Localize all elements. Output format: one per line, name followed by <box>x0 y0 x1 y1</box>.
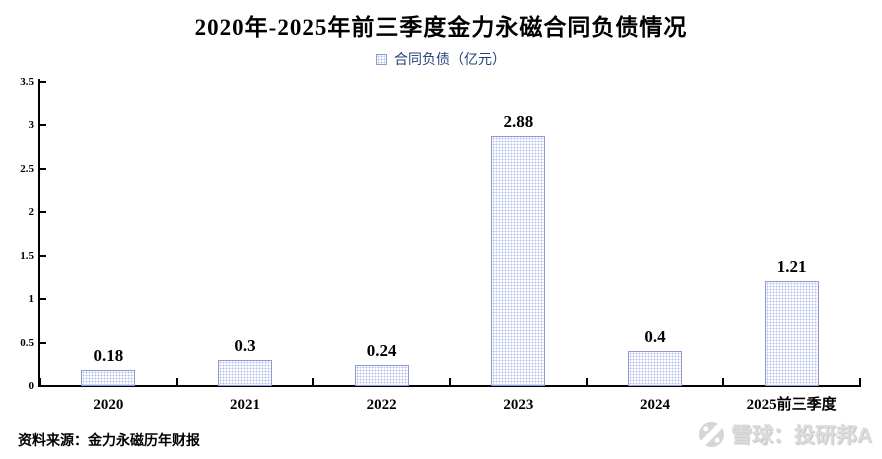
x-tick <box>859 378 861 385</box>
x-tick <box>585 378 588 385</box>
x-category-label: 2025前三季度 <box>746 397 837 413</box>
y-tick-label: 1.5 <box>20 249 34 262</box>
x-tick <box>722 378 725 385</box>
x-tick <box>312 378 315 385</box>
y-tick <box>40 385 46 387</box>
bar <box>218 359 272 386</box>
y-tick <box>40 124 46 127</box>
legend-marker-icon <box>376 53 387 65</box>
bar <box>764 280 819 386</box>
x-category-label: 2022 <box>366 397 397 413</box>
source-note: 资料来源：金力永磁历年财报 <box>18 434 200 449</box>
y-tick <box>40 81 46 83</box>
legend-label: 合同负债（亿元） <box>394 53 506 68</box>
y-tick-label: 3 <box>28 119 35 132</box>
bar <box>491 135 546 386</box>
bar <box>354 365 409 386</box>
y-tick-label: 2 <box>28 206 35 219</box>
bar-value-label: 0.18 <box>93 346 124 366</box>
y-axis <box>38 79 40 387</box>
x-category-label: 2024 <box>639 397 670 413</box>
bar <box>628 351 682 386</box>
chart-title: 2020年-2025年前三季度金力永磁合同负债情况 <box>194 15 688 40</box>
y-tick-label: 1 <box>28 293 35 306</box>
legend: 合同负债（亿元） <box>0 49 882 69</box>
x-tick <box>39 378 41 385</box>
watermark-text: 雪球：投研邦A <box>730 424 872 447</box>
y-tick <box>40 298 46 301</box>
y-tick <box>40 211 46 214</box>
bar-value-label: 1.21 <box>776 256 807 276</box>
watermark: 雪球：投研邦A <box>696 419 872 449</box>
x-category-label: 2020 <box>93 397 124 413</box>
y-tick-label: 2.5 <box>20 162 34 175</box>
y-tick <box>40 254 46 257</box>
y-tick <box>40 341 46 344</box>
y-tick-label: 0.5 <box>20 336 34 349</box>
x-category-label: 2023 <box>503 397 534 413</box>
x-axis <box>38 385 861 387</box>
x-tick <box>175 378 178 385</box>
bar-value-label: 0.3 <box>234 335 256 355</box>
y-tick <box>40 167 46 170</box>
bar-value-label: 0.24 <box>366 341 397 361</box>
bar-value-label: 0.4 <box>644 327 666 347</box>
x-category-label: 2021 <box>229 397 260 413</box>
x-tick <box>449 378 451 385</box>
y-tick-label: 0 <box>28 380 35 392</box>
xueqiu-logo-icon <box>696 419 726 449</box>
y-tick-label: 3.5 <box>20 76 34 88</box>
bar <box>81 370 136 386</box>
bar-value-label: 2.88 <box>503 111 534 131</box>
